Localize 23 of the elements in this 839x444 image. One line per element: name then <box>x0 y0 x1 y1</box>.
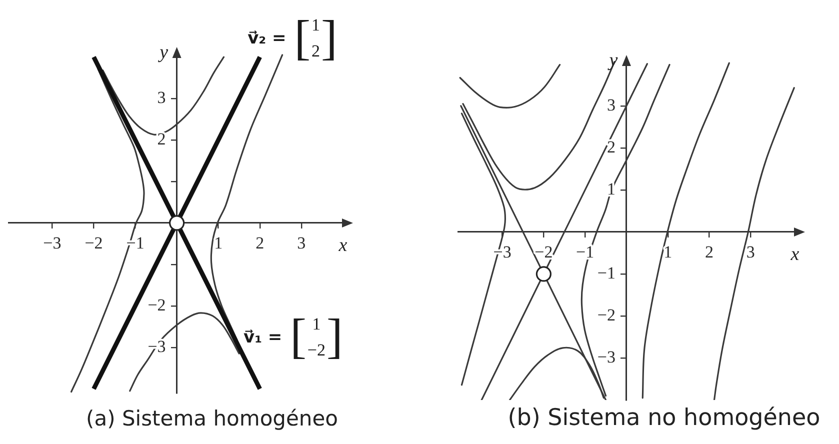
x-axis-title: x <box>790 244 800 265</box>
x-tick-label: −3 <box>43 233 62 252</box>
x-tick-label: 1 <box>214 233 223 252</box>
y-tick-label: −2 <box>148 295 166 314</box>
x-tick-label: 2 <box>705 242 714 262</box>
y-tick-label: 2 <box>157 129 166 148</box>
x-tick-label: 3 <box>297 233 306 252</box>
x-tick-label: −2 <box>84 233 103 252</box>
y-tick-label: −3 <box>597 347 616 366</box>
y-tick-label: −1 <box>597 263 616 282</box>
x-tick-label: −2 <box>534 242 553 262</box>
text: (b) Sistema no homogéneo <box>508 404 820 431</box>
y-axis-title: y <box>158 42 169 63</box>
x-tick-label: 2 <box>256 233 264 252</box>
y-tick-label: 2 <box>606 137 616 156</box>
y-axis-title: y <box>607 50 618 71</box>
y-tick-label: 3 <box>606 95 616 114</box>
y-tick-label: −2 <box>597 305 616 324</box>
y-tick-label: 3 <box>157 88 166 107</box>
x-tick-label: 1 <box>664 242 672 262</box>
x-tick-label: 3 <box>746 242 755 262</box>
text: (a) Sistema homogéneo <box>86 406 338 430</box>
x-axis-title: x <box>338 234 348 256</box>
